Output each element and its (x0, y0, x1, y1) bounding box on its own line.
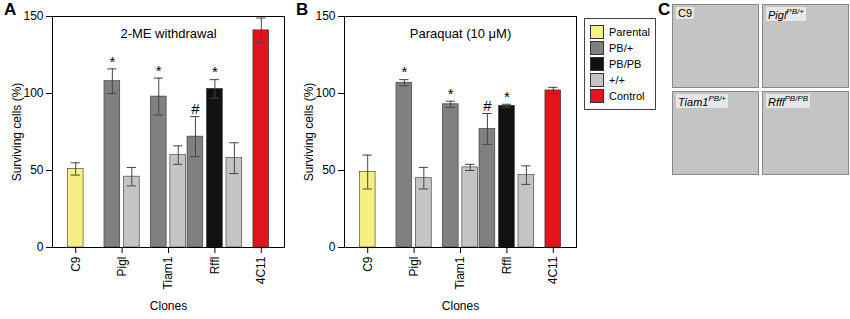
svg-text:#: # (191, 100, 200, 117)
svg-text:*: * (212, 63, 218, 80)
svg-text:2-ME withdrawal: 2-ME withdrawal (120, 26, 216, 41)
svg-text:0: 0 (329, 240, 336, 254)
svg-text:100: 100 (23, 86, 43, 100)
html-text:Parental: Parental (609, 26, 650, 38)
svg-text:*: * (156, 62, 162, 79)
svg-text:4C11: 4C11 (546, 256, 560, 284)
svg-text:*: * (448, 85, 454, 102)
html-text:Control: Control (609, 90, 645, 102)
svg-text:Tiam1: Tiam1 (161, 256, 175, 289)
html-text:PB/+: PB/+ (609, 42, 634, 54)
svg-text:*: * (504, 88, 510, 105)
html-text:PiglPB/+: PiglPB/+ (768, 7, 804, 21)
svg-text:C9: C9 (69, 256, 83, 272)
svg-text:0: 0 (37, 240, 44, 254)
html-text:Tiam1PB/+: Tiam1PB/+ (678, 94, 726, 108)
svg-text:Clones: Clones (150, 299, 187, 313)
svg-text:100: 100 (315, 86, 335, 100)
svg-text:Paraquat (10 μM): Paraquat (10 μM) (410, 26, 511, 41)
svg-text:*: * (401, 63, 407, 80)
svg-text:4C11: 4C11 (254, 256, 268, 284)
svg-text:Pigl: Pigl (407, 257, 421, 277)
svg-text:Pigl: Pigl (115, 257, 129, 277)
html-text:PB/PB: PB/PB (609, 58, 642, 70)
html-text:C9: C9 (678, 7, 693, 19)
svg-text:150: 150 (23, 9, 43, 23)
svg-text:#: # (483, 97, 492, 114)
svg-text:Rffl: Rffl (208, 257, 222, 275)
html-text:A: A (4, 0, 17, 19)
svg-text:150: 150 (315, 9, 335, 23)
svg-text:Tiam1: Tiam1 (453, 256, 467, 289)
html-text:C: C (658, 0, 671, 19)
html-text:RfflPB/PB: RfflPB/PB (768, 94, 809, 108)
svg-text:Clones: Clones (442, 299, 479, 313)
svg-text:Surviving cells (%): Surviving cells (%) (302, 83, 316, 182)
svg-text:50: 50 (30, 163, 44, 177)
svg-text:*: * (109, 53, 115, 70)
html-text:B: B (296, 0, 309, 19)
svg-text:C9: C9 (361, 256, 375, 272)
svg-text:Surviving cells (%): Surviving cells (%) (10, 83, 24, 182)
svg-text:Rffl: Rffl (500, 257, 514, 275)
svg-text:50: 50 (322, 163, 336, 177)
